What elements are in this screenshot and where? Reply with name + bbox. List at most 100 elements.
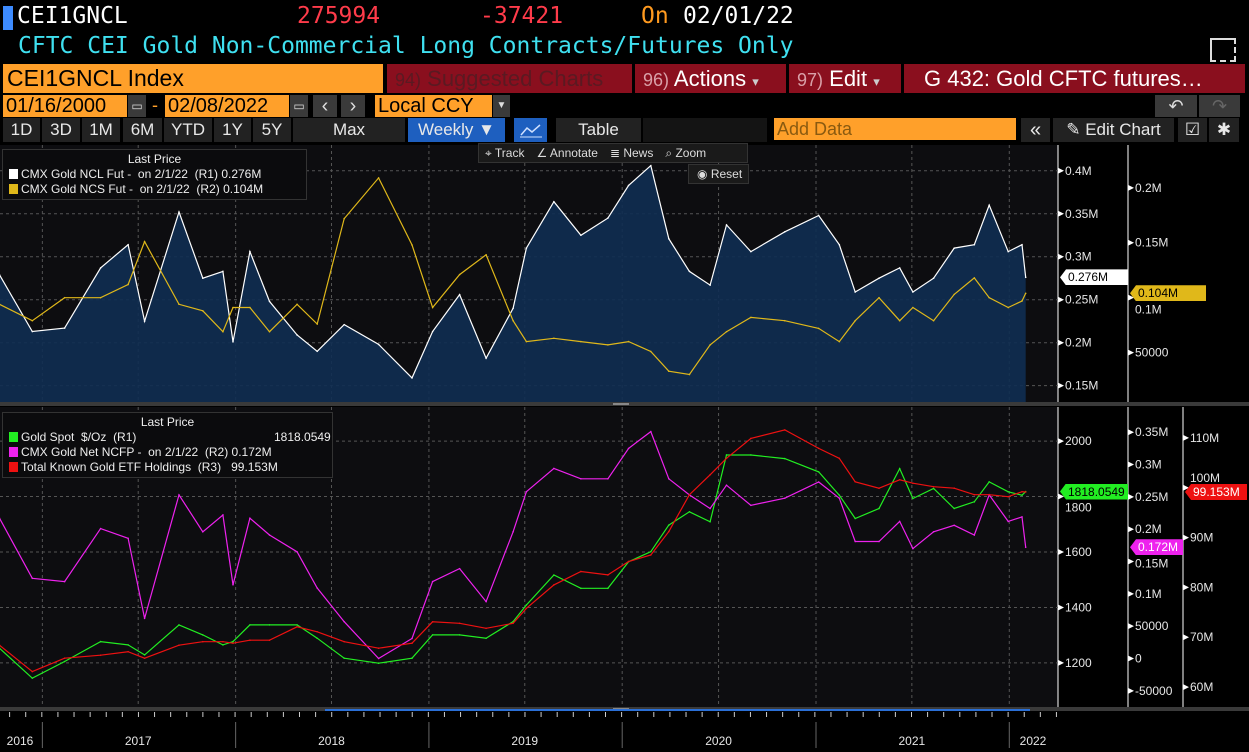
security-input[interactable]: CEI1GNCL Index (3, 64, 383, 93)
data-point (988, 481, 990, 483)
period-button-1y[interactable]: 1Y (214, 118, 252, 142)
legend-item[interactable]: CMX Gold NCS Fut - on 2/1/22 (R2) 0.104M (9, 182, 300, 197)
edit-chart-button[interactable]: ✎ Edit Chart (1053, 118, 1175, 142)
legend-axis: (R2) (196, 182, 220, 196)
data-point (411, 637, 413, 640)
add-data-input[interactable]: Add Data (774, 118, 1016, 140)
data-point (127, 243, 129, 246)
data-point (1021, 490, 1023, 493)
data-point (232, 584, 234, 586)
next-period-button[interactable]: › (341, 95, 365, 117)
tick-marker (1183, 434, 1189, 441)
data-point (99, 267, 102, 269)
tick-label-r1: 1800 (1065, 501, 1092, 515)
tick-marker (1128, 526, 1134, 533)
tick-marker (1128, 687, 1134, 694)
button-label: Suggested Charts (427, 66, 604, 91)
period-button-1m[interactable]: 1M (82, 118, 121, 142)
data-point (268, 534, 271, 536)
data-point (1024, 491, 1027, 493)
data-point (953, 247, 956, 249)
pencil-icon: ✎ (1066, 120, 1081, 139)
data-point (553, 467, 555, 470)
annotate-tool[interactable]: ∠ Annotate (530, 144, 603, 162)
data-point (411, 657, 413, 660)
data-point (912, 306, 914, 309)
legend-value: 99.153M (231, 460, 278, 474)
data-point (485, 254, 487, 256)
legend-item[interactable]: CMX Gold NCL Fut - on 2/1/22 (R1) 0.276M (9, 167, 300, 182)
legend-value: 0.104M (223, 182, 264, 196)
undo-icon[interactable]: ↶ (1155, 95, 1197, 117)
data-point (783, 429, 786, 431)
data-point (649, 350, 652, 353)
chart-title-button[interactable]: G 432: Gold CFTC futures… (904, 64, 1245, 93)
legend-item[interactable]: Gold Spot $/Oz (R1) 1818.0549 (9, 430, 331, 445)
suggested-charts-button[interactable]: 94) Suggested Charts (387, 64, 632, 93)
tick-label-r1: 0.2M (1065, 336, 1092, 350)
period-button-5y[interactable]: 5Y (253, 118, 292, 142)
data-point (709, 473, 711, 476)
data-point (725, 484, 728, 487)
annotate-edit-icon[interactable]: ☑ (1178, 118, 1208, 142)
data-point (296, 624, 298, 626)
collapse-button[interactable]: « (1021, 118, 1051, 142)
legend-axis: (R3) (197, 460, 222, 474)
legend-title: Last Price (140, 415, 195, 429)
data-point (127, 644, 129, 646)
track-tool[interactable]: ⌖ Track (479, 144, 530, 162)
period-button-ytd[interactable]: YTD (164, 118, 213, 142)
frequency-dropdown[interactable]: Weekly ▼ (408, 118, 506, 142)
start-date-input[interactable]: 01/16/2000 (3, 95, 127, 117)
reset-button[interactable]: ◉ Reset (688, 164, 749, 184)
end-date-input[interactable]: 02/08/2022 (165, 95, 289, 117)
data-point (296, 625, 298, 628)
chart-tools-bar: ⌖ Track ∠ Annotate ≣ News ⌕ Zoom (478, 143, 748, 163)
legend-name: Gold Spot $/Oz (21, 430, 107, 444)
data-point (1024, 292, 1027, 295)
data-point (817, 447, 820, 450)
data-point (232, 642, 234, 645)
last-value-tag: 0.172M (1130, 539, 1183, 556)
legend-value: 0.172M (231, 445, 272, 459)
period-button-max[interactable]: Max (293, 118, 406, 142)
zoom-tool[interactable]: ⌕ Zoom (659, 144, 712, 162)
redo-icon[interactable]: ↷ (1199, 95, 1240, 117)
data-point (63, 580, 66, 583)
legend-item[interactable]: CMX Gold Net NCFP - on 2/1/22 (R2) 0.172… (9, 445, 326, 460)
data-point (932, 319, 935, 322)
edit-button[interactable]: 97) Edit ▾ (789, 64, 901, 93)
line-chart-icon[interactable] (514, 118, 548, 142)
currency-select[interactable]: Local CCY (375, 95, 492, 117)
data-point (688, 511, 691, 513)
period-button-1d[interactable]: 1D (3, 118, 41, 142)
data-point (296, 334, 298, 336)
legend-name: CMX Gold NCL Fut - on 2/1/22 (21, 167, 188, 181)
tick-label-r2: 0.15M (1135, 556, 1168, 570)
data-point (525, 490, 528, 493)
gear-icon[interactable]: ✱ (1209, 118, 1240, 142)
tick-marker (1183, 484, 1189, 491)
news-tool[interactable]: ≣ News (604, 144, 659, 162)
tick-marker (1058, 253, 1064, 260)
data-point (838, 243, 841, 246)
prev-period-button[interactable]: ‹ (313, 95, 337, 117)
popout-icon[interactable] (1210, 38, 1236, 62)
tick-label-r2: 0.25M (1135, 490, 1168, 504)
calendar-icon[interactable]: ▭ (128, 95, 146, 117)
period-button-3d[interactable]: 3D (42, 118, 81, 142)
data-point (458, 293, 461, 296)
data-point (627, 560, 630, 563)
data-point (607, 574, 609, 576)
calendar-icon[interactable]: ▭ (290, 95, 308, 117)
data-point (688, 270, 691, 273)
data-point (458, 622, 461, 625)
legend-item[interactable]: Total Known Gold ETF Holdings (R3) 99.15… (9, 460, 326, 475)
period-button-6m[interactable]: 6M (123, 118, 163, 142)
table-button[interactable]: Table (556, 118, 642, 142)
data-point (898, 267, 901, 269)
chevron-down-icon[interactable]: ▼ (493, 95, 510, 117)
data-point (485, 637, 487, 640)
actions-button[interactable]: 96) Actions ▾ (635, 64, 786, 93)
